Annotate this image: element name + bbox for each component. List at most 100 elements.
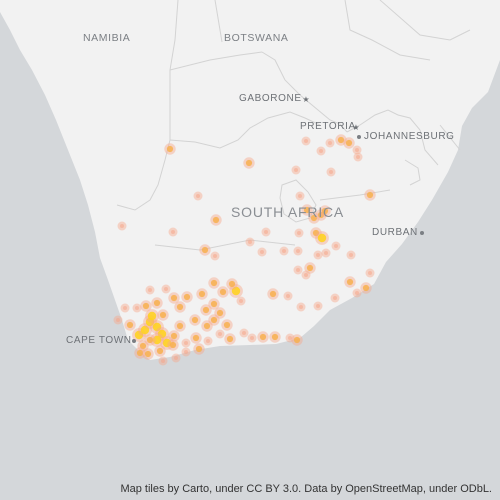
heat-point: [297, 231, 301, 235]
heat-point: [355, 148, 359, 152]
heat-point: [170, 332, 178, 340]
heat-point: [164, 287, 168, 291]
heat-point: [140, 325, 150, 335]
heat-point: [161, 359, 165, 363]
heat-point: [282, 249, 286, 253]
heat-point: [304, 139, 308, 143]
heat-point: [368, 271, 372, 275]
heat-point: [126, 321, 134, 329]
heat-point: [366, 191, 374, 199]
heat-point: [139, 342, 147, 350]
heat-point: [316, 304, 320, 308]
heat-point: [210, 279, 218, 287]
heat-point: [142, 302, 150, 310]
city-label-gaborone: GABORONE: [239, 93, 302, 104]
heat-point: [210, 300, 218, 308]
pretoria-star-icon: ★: [352, 123, 359, 132]
heat-point: [306, 264, 314, 272]
heat-point: [250, 336, 254, 340]
country-label-south-africa: SOUTH AFRICA: [231, 204, 345, 220]
heat-point: [333, 296, 337, 300]
heat-point: [334, 244, 338, 248]
heat-point: [206, 339, 210, 343]
johannesburg-dot-icon: [357, 135, 361, 139]
heat-point: [198, 290, 206, 298]
country-label-namibia: NAMIBIA: [83, 32, 131, 44]
heat-point: [356, 155, 360, 159]
heat-point: [328, 141, 332, 145]
heat-point: [192, 334, 200, 342]
heat-point: [303, 206, 311, 214]
heat-point: [116, 318, 120, 322]
heat-point: [135, 306, 139, 310]
heat-point: [171, 230, 175, 234]
heat-point: [288, 336, 292, 340]
cape-town-dot-icon: [132, 339, 136, 343]
heat-point: [210, 316, 218, 324]
heat-point: [203, 322, 211, 330]
heat-point: [271, 333, 279, 341]
heat-point: [319, 149, 323, 153]
heat-point: [362, 284, 370, 292]
heat-point: [226, 335, 234, 343]
heat-point: [345, 139, 353, 147]
heat-point: [148, 288, 152, 292]
heat-point: [248, 240, 252, 244]
heat-point: [147, 311, 157, 321]
heat-point: [202, 306, 210, 314]
heat-point: [231, 286, 241, 296]
heat-point: [286, 294, 290, 298]
heat-point: [242, 331, 246, 335]
heat-point: [170, 294, 178, 302]
heat-point: [296, 249, 300, 253]
city-label-durban: DURBAN: [372, 227, 418, 238]
heatmap-layer: [113, 134, 376, 366]
heat-point: [321, 207, 329, 215]
heat-point: [176, 322, 184, 330]
heat-point: [346, 278, 354, 286]
gaborone-star-icon: ★: [302, 95, 309, 104]
heat-point: [134, 330, 144, 340]
heat-point: [213, 254, 217, 258]
heat-point: [316, 253, 320, 257]
heat-point: [136, 349, 144, 357]
country-borders: [116, 0, 471, 251]
heat-point: [123, 306, 127, 310]
heat-point: [195, 345, 203, 353]
heat-point: [223, 321, 231, 329]
heat-point: [349, 253, 353, 257]
heat-point: [239, 299, 243, 303]
city-label-cape-town: CAPE TOWN: [66, 335, 132, 346]
heat-point: [324, 251, 328, 255]
heat-point: [337, 136, 345, 144]
heat-point: [157, 329, 167, 339]
heat-point: [317, 233, 327, 243]
heat-point: [184, 350, 188, 354]
heat-point: [219, 288, 227, 296]
heat-point: [329, 170, 333, 174]
map-attribution: Map tiles by Carto, under CC BY 3.0. Dat…: [120, 483, 492, 495]
heat-point: [269, 290, 277, 298]
heat-point: [355, 291, 359, 295]
heat-point: [212, 216, 220, 224]
heat-point: [184, 341, 188, 345]
heat-point: [169, 341, 177, 349]
heat-point: [216, 309, 224, 317]
heat-point: [174, 356, 178, 360]
city-label-pretoria: PRETORIA: [300, 121, 356, 132]
city-markers: ★ ★: [132, 95, 424, 343]
heat-point: [196, 194, 200, 198]
heat-point: [312, 229, 320, 237]
heat-point: [152, 322, 162, 332]
heat-point: [299, 305, 303, 309]
heat-point: [218, 332, 222, 336]
heat-point: [201, 246, 209, 254]
land-mass: [0, 0, 500, 360]
heat-point: [144, 350, 152, 358]
heat-point: [152, 335, 162, 345]
heat-point: [298, 194, 302, 198]
country-label-botswana: BOTSWANA: [224, 32, 289, 44]
heat-point: [162, 338, 172, 348]
heat-point: [294, 168, 298, 172]
